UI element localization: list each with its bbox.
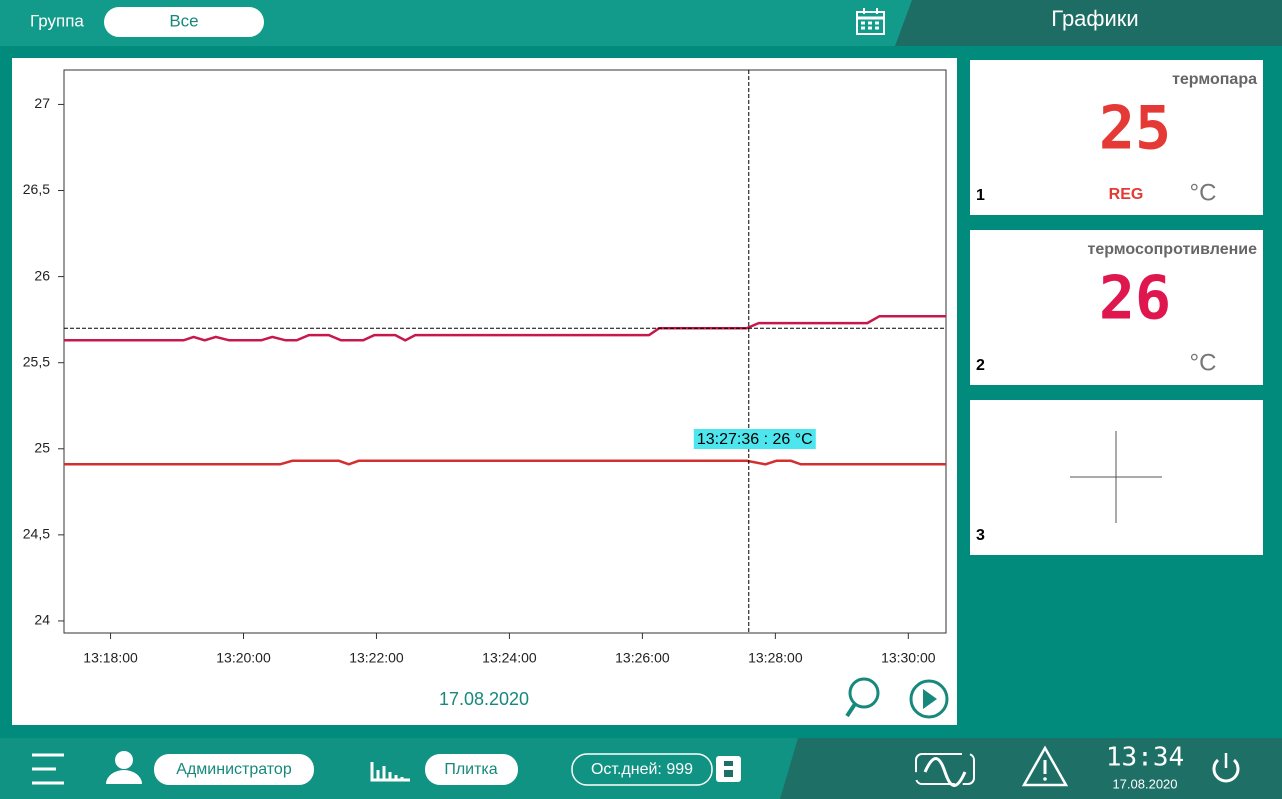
x-tick-label: 13:26:00: [615, 650, 670, 666]
sensor-card[interactable]: 3: [970, 400, 1263, 555]
group-value: Все: [169, 11, 198, 30]
chart-date: 17.08.2020: [439, 689, 529, 709]
y-tick-label: 26,5: [23, 181, 50, 197]
clock-date: 17.08.2020: [1112, 776, 1177, 791]
page-title: Графики: [1051, 6, 1138, 31]
power-button[interactable]: [1212, 753, 1240, 783]
play-button[interactable]: [909, 679, 949, 719]
cursor-tooltip: [693, 429, 816, 449]
card-index: 2: [976, 357, 985, 374]
chart-panel: [12, 58, 957, 725]
card-value: 26: [1099, 264, 1171, 334]
menu-button[interactable]: [32, 753, 64, 785]
view-button[interactable]: [425, 754, 518, 785]
y-tick-label: 24: [34, 612, 50, 628]
card-title: термопара: [1172, 71, 1257, 88]
signal-button[interactable]: [915, 753, 975, 787]
x-tick-label: 13:24:00: [482, 650, 537, 666]
sensor-card[interactable]: 2 термосопротивление 26 °C: [970, 230, 1263, 385]
status-bar: [780, 738, 1282, 799]
x-tick-label: 13:18:00: [83, 650, 138, 666]
save-button[interactable]: [716, 756, 741, 782]
user-button[interactable]: [154, 754, 314, 785]
x-tick-label: 13:22:00: [349, 650, 404, 666]
user-icon: [106, 751, 142, 784]
card-title: термосопротивление: [1087, 241, 1257, 258]
card-index: 1: [976, 187, 985, 204]
card-unit: °C: [1190, 179, 1217, 206]
zoom-button[interactable]: [845, 677, 880, 718]
title-bar: [895, 0, 1282, 46]
card-background: [970, 230, 1263, 385]
y-tick-label: 25,5: [23, 353, 50, 369]
view-name: Плитка: [444, 761, 497, 778]
group-select[interactable]: [104, 7, 264, 37]
plot: 24 24,5 25 25,5 26 26,5 27 13:18:00 13:20:00 13:2…: [23, 70, 946, 666]
card-mode: REG: [1109, 186, 1144, 203]
card-background: [970, 60, 1263, 215]
days-left: Ост.дней: 999: [591, 761, 693, 778]
x-tick-label: 13:28:00: [748, 650, 803, 666]
card-unit: °C: [1190, 349, 1217, 376]
y-tick-label: 27: [34, 95, 50, 111]
group-label: Группа: [30, 11, 84, 30]
plot-frame: [63, 69, 947, 634]
series-line: [64, 314, 946, 342]
clock-time: 13:34: [1106, 743, 1184, 773]
x-tick-label: 13:30:00: [881, 650, 936, 666]
user-name: Администратор: [176, 761, 292, 778]
alarm-button[interactable]: [1021, 745, 1069, 787]
x-tick-label: 13:20:00: [216, 650, 271, 666]
view-icon: [370, 762, 410, 782]
y-tick-label: 26: [34, 267, 50, 283]
days-box: [571, 753, 713, 786]
y-tick-label: 25: [34, 439, 50, 455]
series-line: [64, 459, 946, 466]
y-tick-label: 24,5: [23, 526, 50, 542]
cursor-label: 13:27:36 : 26 °C: [697, 431, 813, 448]
card-index: 3: [976, 527, 985, 544]
card-value: 25: [1099, 94, 1171, 164]
calendar-button[interactable]: [856, 8, 885, 35]
